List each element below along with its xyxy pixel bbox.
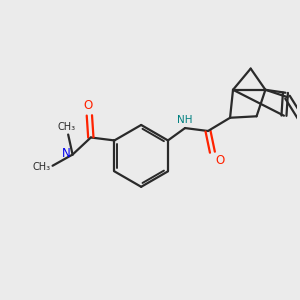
Text: O: O <box>215 154 225 167</box>
Text: CH₃: CH₃ <box>32 162 50 172</box>
Text: CH₃: CH₃ <box>58 122 76 132</box>
Text: NH: NH <box>177 115 192 125</box>
Text: N: N <box>62 147 71 160</box>
Text: O: O <box>83 100 92 112</box>
